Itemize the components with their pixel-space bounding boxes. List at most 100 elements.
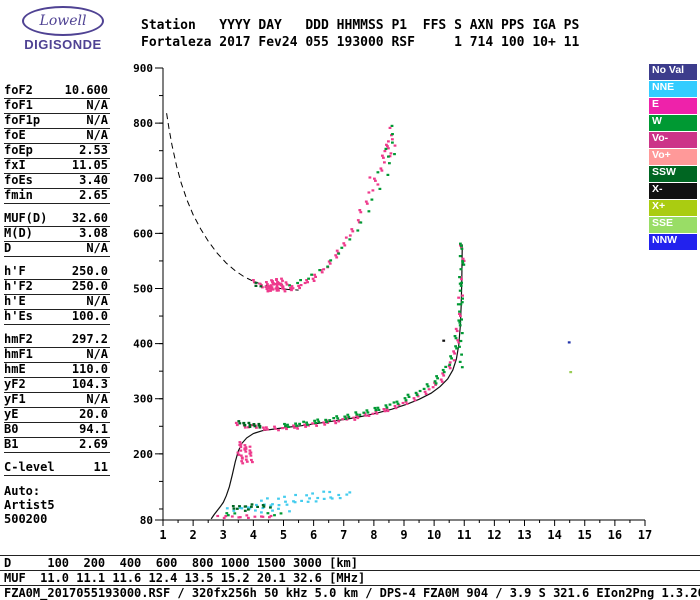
x-tick-label: 13 — [517, 528, 531, 542]
y-tick-label: 200 — [133, 448, 153, 461]
param-label: h'E — [4, 294, 26, 308]
param-value: 100.0 — [71, 309, 108, 323]
param-group: h'F 250.0 h'F2 250.0 h'E N/A h'Es 100.0 — [4, 265, 110, 325]
parameter-panel: foF2 10.600 foF1 N/A foF1p N/A foE N/A foEp 2.53 f… — [4, 84, 110, 526]
param-row-hmF2: hmF2 297.2 — [4, 333, 110, 348]
series-bottom-row-pink — [216, 514, 273, 519]
series-upper-scatter-pink — [368, 126, 397, 186]
param-label: fxI — [4, 158, 26, 172]
param-group: hmF2 297.2 hmF1 N/A hmE 110.0 yF2 104.3 yF1 N/A yE… — [4, 333, 110, 453]
digisonde-logo: Lowell DIGISONDE — [10, 6, 116, 52]
x-tick-label: 12 — [487, 528, 501, 542]
series-upper-scatter-green — [376, 124, 394, 174]
fitted-curves — [166, 113, 463, 520]
param-value: 10.600 — [64, 83, 108, 97]
station-header-columns: Station YYYY DAY DDD HHMMSS P1 FFS S AXN… — [141, 18, 580, 33]
param-label: fmin — [4, 188, 33, 202]
param-value: N/A — [86, 128, 108, 142]
x-tick-label: 10 — [427, 528, 441, 542]
series-isolated-black — [442, 339, 446, 342]
legend-item-ssw: SSW — [649, 166, 697, 182]
param-note: Auto: — [4, 484, 41, 498]
param-value: 94.1 — [79, 422, 108, 436]
x-tick-label: 2 — [190, 528, 197, 542]
x-tick-label: 16 — [608, 528, 622, 542]
software-version: Ion2Png 1.3.20 — [603, 586, 700, 600]
param-row-B1: B1 2.69 — [4, 438, 110, 453]
param-row-h'Es: h'Es 100.0 — [4, 310, 110, 325]
legend-item-x+: X+ — [649, 200, 697, 216]
param-value: 2.69 — [79, 437, 108, 451]
legend-item-e: E — [649, 98, 697, 114]
param-note: Artist5 — [4, 498, 55, 512]
y-tick-label: 300 — [133, 393, 153, 406]
param-value: 32.60 — [71, 211, 108, 225]
param-value: 20.0 — [79, 407, 108, 421]
param-note: 500200 — [4, 512, 48, 526]
x-tick-label: 4 — [250, 528, 257, 542]
x-tick-label: 15 — [578, 528, 592, 542]
param-value: 2.53 — [79, 143, 108, 157]
param-label: yE — [4, 407, 19, 421]
param-row-fmin: fmin 2.65 — [4, 189, 110, 204]
y-tick-label: 800 — [133, 117, 153, 130]
param-label: hmE — [4, 362, 26, 376]
param-value: 110.0 — [71, 362, 108, 376]
legend-item-nne: NNE — [649, 81, 697, 97]
param-value: 104.3 — [71, 377, 108, 391]
series-f-trace-o-mode — [234, 244, 466, 432]
param-value: 250.0 — [71, 279, 108, 293]
param-label: foF1p — [4, 113, 41, 127]
param-label: B1 — [4, 437, 19, 451]
x-tick-label: 8 — [370, 528, 377, 542]
param-value: 297.2 — [71, 332, 108, 346]
series-second-hop-blob — [264, 277, 289, 293]
param-group: foF2 10.600 foF1 N/A foF1p N/A foE N/A foEp 2.53 f… — [4, 84, 110, 204]
file-info-bar: FZA0M_2017055193000.RSF / 320fx256h 50 k… — [0, 585, 700, 600]
param-row-h'E: h'E N/A — [4, 295, 110, 310]
param-value: N/A — [86, 98, 108, 112]
param-label: foEs — [4, 173, 33, 187]
param-row-yE: yE 20.0 — [4, 408, 110, 423]
param-label: yF1 — [4, 392, 26, 406]
y-tick-label: 400 — [133, 338, 153, 351]
legend-item-w: W — [649, 115, 697, 131]
param-label: foF2 — [4, 83, 33, 97]
param-row-yF2: yF2 104.3 — [4, 378, 110, 393]
param-row-yF1: yF1 N/A — [4, 393, 110, 408]
x-tick-label: 5 — [280, 528, 287, 542]
param-label: hmF2 — [4, 332, 33, 346]
series-spread-200km-pink — [236, 441, 254, 465]
lowell-logo-ellipse: Lowell — [22, 6, 104, 36]
x-tick-label: 11 — [457, 528, 471, 542]
y-tick-label: 600 — [133, 227, 153, 240]
param-value: N/A — [86, 294, 108, 308]
param-row-M(D): M(D) 3.08 — [4, 227, 110, 242]
y-tick-label: 900 — [133, 62, 153, 75]
param-value: N/A — [86, 347, 108, 361]
logo-digisonde-text: DIGISONDE — [24, 37, 102, 52]
legend-item-x-: X- — [649, 183, 697, 199]
param-row-MUF(D): MUF(D) 32.60 — [4, 212, 110, 227]
legend-item-no-val: No Val — [649, 64, 697, 80]
series-second-hop-pink — [252, 138, 394, 293]
doppler-direction-legend: No Val NNE E W Vo- Vo+ SSW X- X+ SSE NNW — [649, 64, 697, 251]
x-tick-label: 14 — [547, 528, 561, 542]
param-value: 11 — [93, 460, 108, 474]
muf-transmission-curve-dashed — [166, 113, 299, 291]
series-f-trace-leading-dark — [237, 420, 262, 429]
footer-tables: D 100 200 400 600 800 1000 1500 3000 [km… — [0, 555, 700, 600]
file-info-text: FZA0M_2017055193000.RSF / 320fx256h 50 k… — [4, 586, 604, 600]
series-isolated-green — [569, 371, 573, 374]
param-row-B0: B0 94.1 — [4, 423, 110, 438]
electron-density-profile-curve — [210, 244, 463, 520]
param-value: N/A — [86, 241, 108, 255]
param-label: M(D) — [4, 226, 33, 240]
param-value: 3.40 — [79, 173, 108, 187]
param-label: foF1 — [4, 98, 33, 112]
param-label: D — [4, 241, 12, 255]
muf-row: MUF 11.0 11.1 11.6 12.4 13.5 15.2 20.1 3… — [0, 570, 700, 585]
param-row-foF1p: foF1p N/A — [4, 114, 110, 129]
logo-lowell-text: Lowell — [39, 13, 87, 29]
